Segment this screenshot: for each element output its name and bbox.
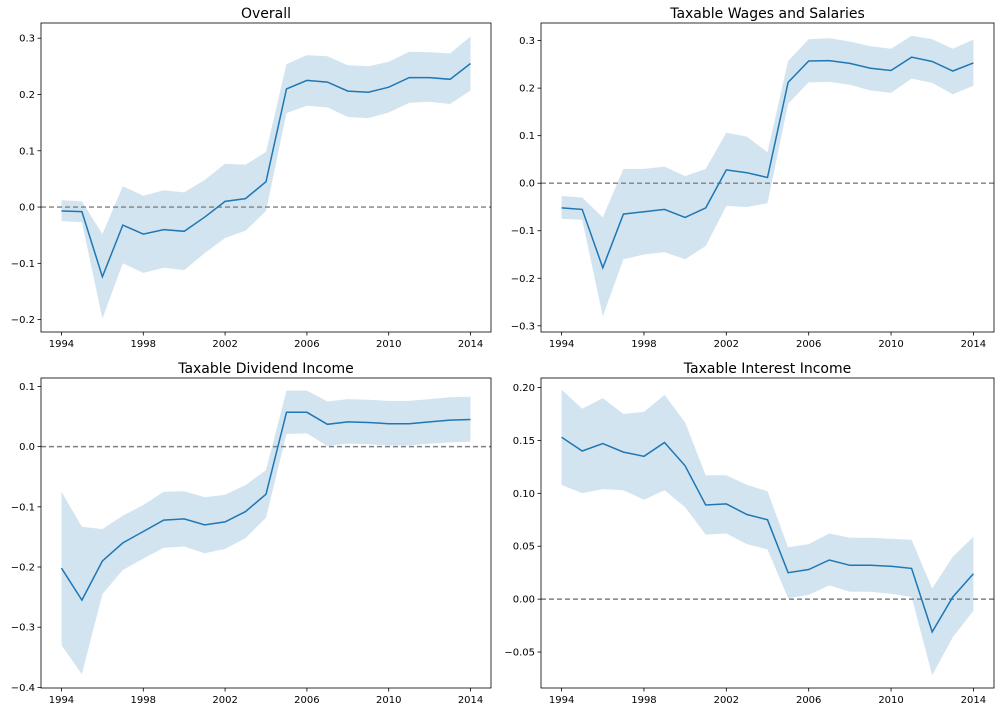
x-tick-label: 1994 xyxy=(49,695,74,706)
estimate-line xyxy=(60,411,471,602)
y-tick-label: 0.1 xyxy=(19,382,35,393)
estimate-line xyxy=(561,436,974,634)
x-tick-label: 1998 xyxy=(631,695,656,706)
x-tick-label: 2006 xyxy=(294,695,319,706)
y-tick-label: −0.1 xyxy=(11,259,35,270)
x-tick-label: 2002 xyxy=(714,695,739,706)
x-tick-label: 2010 xyxy=(376,339,401,350)
y-tick-label: 0.3 xyxy=(519,36,535,47)
y-tick-label: −0.2 xyxy=(11,563,35,574)
chart-panel-1: 1994 1998 2002 2006 2010 2014 −0.2 −0.1 0.0 0.1 0.… xyxy=(11,6,492,350)
x-tick-label: 1998 xyxy=(131,695,156,706)
confidence-band xyxy=(61,390,471,675)
x-tick-label: 2002 xyxy=(212,695,237,706)
y-tick-label: −0.1 xyxy=(11,502,35,513)
x-tick-label: 2002 xyxy=(714,339,739,350)
y-tick-label: 0.1 xyxy=(519,131,535,142)
confidence-band xyxy=(61,36,471,319)
y-tick-label: 0.0 xyxy=(19,203,35,214)
x-tick-label: 2002 xyxy=(212,339,237,350)
y-tick-label: 0.2 xyxy=(19,90,35,101)
y-tick-label: 0.15 xyxy=(513,436,535,447)
x-tick-label: 1998 xyxy=(131,339,156,350)
y-tick-label: 0.3 xyxy=(19,34,35,45)
x-tick-label: 1994 xyxy=(549,695,574,706)
y-tick-label: −0.2 xyxy=(11,315,35,326)
y-tick-label: −0.3 xyxy=(511,321,535,332)
y-tick-label: −0.1 xyxy=(511,226,535,237)
plot-frame xyxy=(540,22,995,333)
y-tick-label: −0.3 xyxy=(11,623,35,634)
confidence-band xyxy=(561,389,974,676)
x-tick-label: 1994 xyxy=(549,339,574,350)
chart-panel-2: 1994 1998 2002 2006 2010 2014 −0.3 −0.2 −0.1 0.0 0… xyxy=(511,6,995,350)
chart-title: Overall xyxy=(241,6,291,22)
plot-frame xyxy=(40,377,492,689)
x-tick-label: 2014 xyxy=(961,339,986,350)
x-tick-label: 2014 xyxy=(458,695,483,706)
x-tick-label: 1994 xyxy=(49,339,74,350)
estimate-line xyxy=(61,62,471,280)
y-tick-label: 0.1 xyxy=(19,146,35,157)
y-tick-label: 0.0 xyxy=(519,179,535,190)
y-tick-label: 0.10 xyxy=(513,489,535,500)
plot-frame xyxy=(40,22,492,333)
x-tick-label: 2006 xyxy=(796,695,821,706)
x-tick-label: 2010 xyxy=(878,695,903,706)
x-tick-label: 2006 xyxy=(294,339,319,350)
x-tick-label: 1998 xyxy=(631,339,656,350)
x-tick-label: 2010 xyxy=(878,339,903,350)
y-tick-label: 0.00 xyxy=(513,595,535,606)
y-tick-label: −0.05 xyxy=(504,648,535,659)
x-tick-label: 2010 xyxy=(376,695,401,706)
y-tick-label: −0.2 xyxy=(511,274,535,285)
x-tick-label: 2014 xyxy=(458,339,483,350)
x-tick-label: 2006 xyxy=(796,339,821,350)
estimate-line xyxy=(561,56,974,270)
plot-frame xyxy=(540,377,995,689)
x-tick-label: 2014 xyxy=(961,695,986,706)
y-tick-label: 0.0 xyxy=(19,442,35,453)
y-tick-label: 0.05 xyxy=(513,542,535,553)
chart-panel-3: 1994 1998 2002 2006 2010 2014 −0.4 −0.3 −0.2 −0.1… xyxy=(11,361,492,706)
chart-title: Taxable Interest Income xyxy=(683,361,851,377)
chart-title: Taxable Dividend Income xyxy=(177,361,354,377)
y-tick-label: 0.2 xyxy=(519,84,535,95)
y-tick-label: 0.20 xyxy=(513,383,535,394)
chart-panel-4: 1994 1998 2002 2006 2010 2014 −0.05 0.00 0.05 0.1… xyxy=(504,361,995,706)
chart-title: Taxable Wages and Salaries xyxy=(669,6,865,22)
y-tick-label: −0.4 xyxy=(11,683,35,694)
